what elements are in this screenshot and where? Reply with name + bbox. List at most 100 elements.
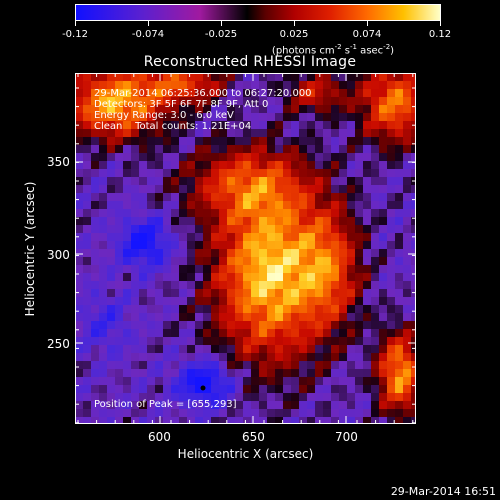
image-pixel <box>387 369 396 378</box>
image-pixel <box>307 193 316 202</box>
image-pixel <box>211 105 220 114</box>
image-pixel <box>291 393 300 402</box>
image-pixel <box>139 265 148 274</box>
image-pixel <box>179 89 188 98</box>
image-pixel <box>243 153 252 162</box>
image-pixel <box>323 153 332 162</box>
image-pixel <box>379 353 388 362</box>
image-pixel <box>107 225 116 234</box>
image-pixel <box>187 361 196 370</box>
image-pixel <box>99 177 108 186</box>
image-pixel <box>355 313 364 322</box>
image-pixel <box>227 201 236 210</box>
image-pixel <box>123 273 132 282</box>
image-pixel <box>171 225 180 234</box>
image-pixel <box>123 377 132 386</box>
image-pixel <box>123 385 132 394</box>
image-pixel <box>323 201 332 210</box>
image-pixel <box>379 305 388 314</box>
image-pixel <box>339 257 348 266</box>
image-pixel <box>123 249 132 258</box>
image-pixel <box>131 185 140 194</box>
image-pixel <box>371 385 380 394</box>
image-pixel <box>115 257 124 266</box>
image-pixel <box>139 137 148 146</box>
image-pixel <box>219 97 228 106</box>
image-pixel <box>179 113 188 122</box>
image-pixel <box>211 409 220 418</box>
image-pixel <box>123 217 132 226</box>
image-pixel <box>411 113 416 122</box>
image-pixel <box>339 89 348 98</box>
image-pixel <box>355 209 364 218</box>
image-pixel <box>403 145 412 154</box>
image-pixel <box>291 249 300 258</box>
image-pixel <box>371 265 380 274</box>
image-pixel <box>99 337 108 346</box>
image-pixel <box>227 193 236 202</box>
image-pixel <box>147 193 156 202</box>
image-pixel <box>267 393 276 402</box>
image-pixel <box>83 353 92 362</box>
image-pixel <box>315 169 324 178</box>
image-pixel <box>323 185 332 194</box>
image-pixel <box>379 201 388 210</box>
image-pixel <box>147 345 156 354</box>
image-pixel <box>147 169 156 178</box>
image-pixel <box>123 113 132 122</box>
image-pixel <box>307 305 316 314</box>
image-pixel <box>347 393 356 402</box>
image-pixel <box>155 369 164 378</box>
image-pixel <box>99 297 108 306</box>
image-pixel <box>115 297 124 306</box>
image-pixel <box>291 273 300 282</box>
image-pixel <box>179 241 188 250</box>
image-pixel <box>179 73 188 82</box>
image-pixel <box>251 337 260 346</box>
image-pixel <box>339 361 348 370</box>
image-pixel <box>347 265 356 274</box>
image-pixel <box>131 281 140 290</box>
image-pixel <box>299 145 308 154</box>
image-pixel <box>339 137 348 146</box>
image-pixel <box>171 73 180 82</box>
image-pixel <box>203 313 212 322</box>
image-pixel <box>395 153 404 162</box>
image-pixel <box>347 153 356 162</box>
image-pixel <box>307 393 316 402</box>
image-pixel <box>243 249 252 258</box>
image-pixel <box>299 289 308 298</box>
image-pixel <box>147 321 156 330</box>
image-pixel <box>203 129 212 138</box>
image-pixel <box>115 313 124 322</box>
image-pixel <box>347 73 356 82</box>
image-pixel <box>267 201 276 210</box>
image-pixel <box>115 81 124 90</box>
image-pixel <box>299 265 308 274</box>
image-pixel <box>203 153 212 162</box>
image-pixel <box>163 201 172 210</box>
image-pixel <box>235 185 244 194</box>
image-pixel <box>339 345 348 354</box>
image-pixel <box>187 417 196 424</box>
image-pixel <box>99 129 108 138</box>
info-time-range: 29-Mar-2014 06:25:36.000 to 06:27:20.000 <box>94 88 312 99</box>
image-pixel <box>139 369 148 378</box>
image-pixel <box>139 201 148 210</box>
image-pixel <box>219 161 228 170</box>
image-pixel <box>339 193 348 202</box>
image-pixel <box>363 105 372 114</box>
image-pixel <box>147 241 156 250</box>
image-pixel <box>243 337 252 346</box>
image-pixel <box>267 177 276 186</box>
image-pixel <box>275 385 284 394</box>
image-pixel <box>355 185 364 194</box>
image-pixel <box>379 145 388 154</box>
image-pixel <box>203 401 212 410</box>
image-pixel <box>251 113 260 122</box>
image-pixel <box>363 393 372 402</box>
image-pixel <box>355 329 364 338</box>
image-pixel <box>219 233 228 242</box>
image-pixel <box>75 393 84 402</box>
image-pixel <box>195 369 204 378</box>
